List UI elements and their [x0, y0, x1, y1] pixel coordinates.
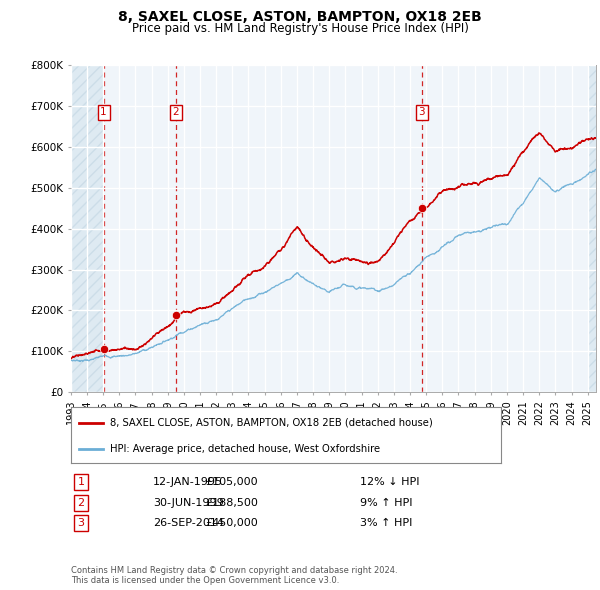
- Text: 3% ↑ HPI: 3% ↑ HPI: [360, 519, 412, 528]
- Text: 1: 1: [100, 107, 107, 117]
- Text: 2: 2: [77, 498, 85, 507]
- Text: 2: 2: [172, 107, 179, 117]
- Text: £188,500: £188,500: [205, 498, 258, 507]
- Text: 1: 1: [77, 477, 85, 487]
- Text: 8, SAXEL CLOSE, ASTON, BAMPTON, OX18 2EB (detached house): 8, SAXEL CLOSE, ASTON, BAMPTON, OX18 2EB…: [110, 418, 432, 428]
- Text: 3: 3: [419, 107, 425, 117]
- Bar: [588, 65, 596, 392]
- Text: 3: 3: [77, 519, 85, 528]
- Text: 26-SEP-2014: 26-SEP-2014: [153, 519, 224, 528]
- Text: Contains HM Land Registry data © Crown copyright and database right 2024.: Contains HM Land Registry data © Crown c…: [71, 566, 397, 575]
- Text: 30-JUN-1999: 30-JUN-1999: [153, 498, 224, 507]
- Text: This data is licensed under the Open Government Licence v3.0.: This data is licensed under the Open Gov…: [71, 576, 339, 585]
- Text: 12-JAN-1995: 12-JAN-1995: [153, 477, 223, 487]
- Text: Price paid vs. HM Land Registry's House Price Index (HPI): Price paid vs. HM Land Registry's House …: [131, 22, 469, 35]
- Text: 12% ↓ HPI: 12% ↓ HPI: [360, 477, 419, 487]
- Text: HPI: Average price, detached house, West Oxfordshire: HPI: Average price, detached house, West…: [110, 444, 380, 454]
- Bar: [71, 65, 104, 392]
- Text: £450,000: £450,000: [205, 519, 258, 528]
- Text: 8, SAXEL CLOSE, ASTON, BAMPTON, OX18 2EB: 8, SAXEL CLOSE, ASTON, BAMPTON, OX18 2EB: [118, 10, 482, 24]
- Text: 9% ↑ HPI: 9% ↑ HPI: [360, 498, 413, 507]
- Text: £105,000: £105,000: [205, 477, 258, 487]
